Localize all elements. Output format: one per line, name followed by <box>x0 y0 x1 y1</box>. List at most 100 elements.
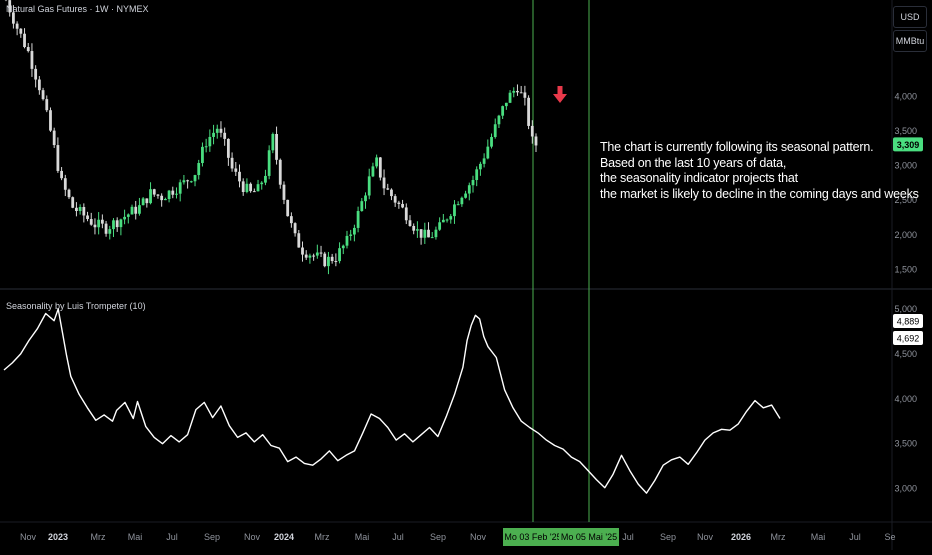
candle-body <box>105 224 108 234</box>
time-axis-tick: Sep <box>430 532 446 542</box>
candle-body <box>427 230 430 238</box>
indicator-axis-tick: 4,500 <box>894 349 917 359</box>
candle-body <box>386 188 389 189</box>
candle-body <box>383 178 386 189</box>
indicator-axis-tick: 3,000 <box>894 484 917 494</box>
candle-body <box>523 92 526 97</box>
candle-body <box>327 257 330 266</box>
time-axis-tick: Mai <box>355 532 370 542</box>
candle-body <box>486 147 489 159</box>
annotation-line: the seasonality indicator projects that <box>600 171 900 187</box>
candle-body <box>509 93 512 103</box>
candle-body <box>19 29 22 34</box>
candle-body <box>297 233 300 247</box>
candle-body <box>116 220 119 227</box>
time-axis-tick: Jul <box>166 532 178 542</box>
candle-body <box>346 236 349 246</box>
annotation-line: The chart is currently following its sea… <box>600 140 900 156</box>
unit-button[interactable]: MMBtu <box>893 30 927 52</box>
candle-body <box>171 191 174 195</box>
candle-body <box>531 126 534 137</box>
candle-body <box>435 230 438 237</box>
candle-body <box>275 134 278 160</box>
price-axis-tick: 3,500 <box>894 126 917 136</box>
candle-body <box>49 110 52 130</box>
candle-body <box>134 207 137 214</box>
candle-body <box>312 256 315 257</box>
indicator-value-label: 4,889 <box>897 317 920 327</box>
candle-body <box>438 222 441 229</box>
candle-body <box>145 198 148 203</box>
candle-body <box>190 181 193 182</box>
annotation-text: The chart is currently following its sea… <box>600 140 900 202</box>
candle-body <box>490 137 493 147</box>
candle-body <box>379 157 382 177</box>
candle-body <box>153 189 156 194</box>
candle-body <box>68 190 71 197</box>
candle-body <box>164 199 167 200</box>
time-axis-tick: Nov <box>20 532 37 542</box>
candle-body <box>175 194 178 195</box>
price-axis-tick: 2,000 <box>894 230 917 240</box>
time-axis-tick: Mrz <box>91 532 106 542</box>
seasonality-line[interactable] <box>4 309 780 493</box>
candle-body <box>479 164 482 169</box>
candle-body <box>446 220 449 221</box>
candle-body <box>301 248 304 255</box>
candle-body <box>294 223 297 233</box>
candle-body <box>64 178 67 190</box>
indicator-axis-tick: 3,500 <box>894 439 917 449</box>
time-axis-tick: Jul <box>392 532 404 542</box>
currency-button[interactable]: USD <box>893 6 927 28</box>
candle-body <box>16 24 19 29</box>
candle-body <box>364 195 367 201</box>
candle-body <box>416 229 419 230</box>
candle-body <box>149 189 152 203</box>
candle-body <box>142 198 145 205</box>
candle-body <box>423 230 426 238</box>
candle-body <box>131 207 134 215</box>
candle-body <box>501 106 504 116</box>
candle-body <box>464 194 467 198</box>
candle-body <box>82 207 85 215</box>
candle-body <box>45 99 48 110</box>
candle-body <box>208 137 211 146</box>
date-label-2: Mo 05 Mai '25 <box>561 532 617 542</box>
candle-body <box>353 228 356 235</box>
candle-body <box>216 129 219 133</box>
candle-body <box>409 220 412 226</box>
time-axis-tick: Se <box>884 532 895 542</box>
candle-body <box>283 185 286 200</box>
indicator-axis-tick: 5,000 <box>894 304 917 314</box>
candle-body <box>527 98 530 126</box>
candle-body <box>309 256 312 258</box>
candle-body <box>334 261 337 262</box>
candle-body <box>460 198 463 204</box>
candle-body <box>205 146 208 147</box>
candle-body <box>323 254 326 267</box>
candle-body <box>227 139 230 158</box>
candle-body <box>516 91 519 92</box>
chart-title: Natural Gas Futures · 1W · NYMEX <box>6 4 149 14</box>
candle-body <box>279 160 282 185</box>
time-axis-tick: Mrz <box>771 532 786 542</box>
candle-body <box>453 204 456 216</box>
candle-body <box>472 180 475 185</box>
candle-body <box>27 47 30 51</box>
candle-body <box>79 207 82 211</box>
candle-body <box>246 184 249 192</box>
time-axis-tick: Mrz <box>315 532 330 542</box>
candle-body <box>442 220 445 222</box>
time-axis-tick: Jul <box>849 532 861 542</box>
candle-body <box>42 90 45 99</box>
candle-body <box>157 195 160 196</box>
candle-body <box>498 116 501 125</box>
candle-body <box>290 216 293 223</box>
arrow-down-icon <box>553 86 567 103</box>
last-price-label: 3,309 <box>897 140 920 150</box>
candle-body <box>253 191 256 192</box>
candle-body <box>457 204 460 205</box>
candle-body <box>119 219 122 227</box>
